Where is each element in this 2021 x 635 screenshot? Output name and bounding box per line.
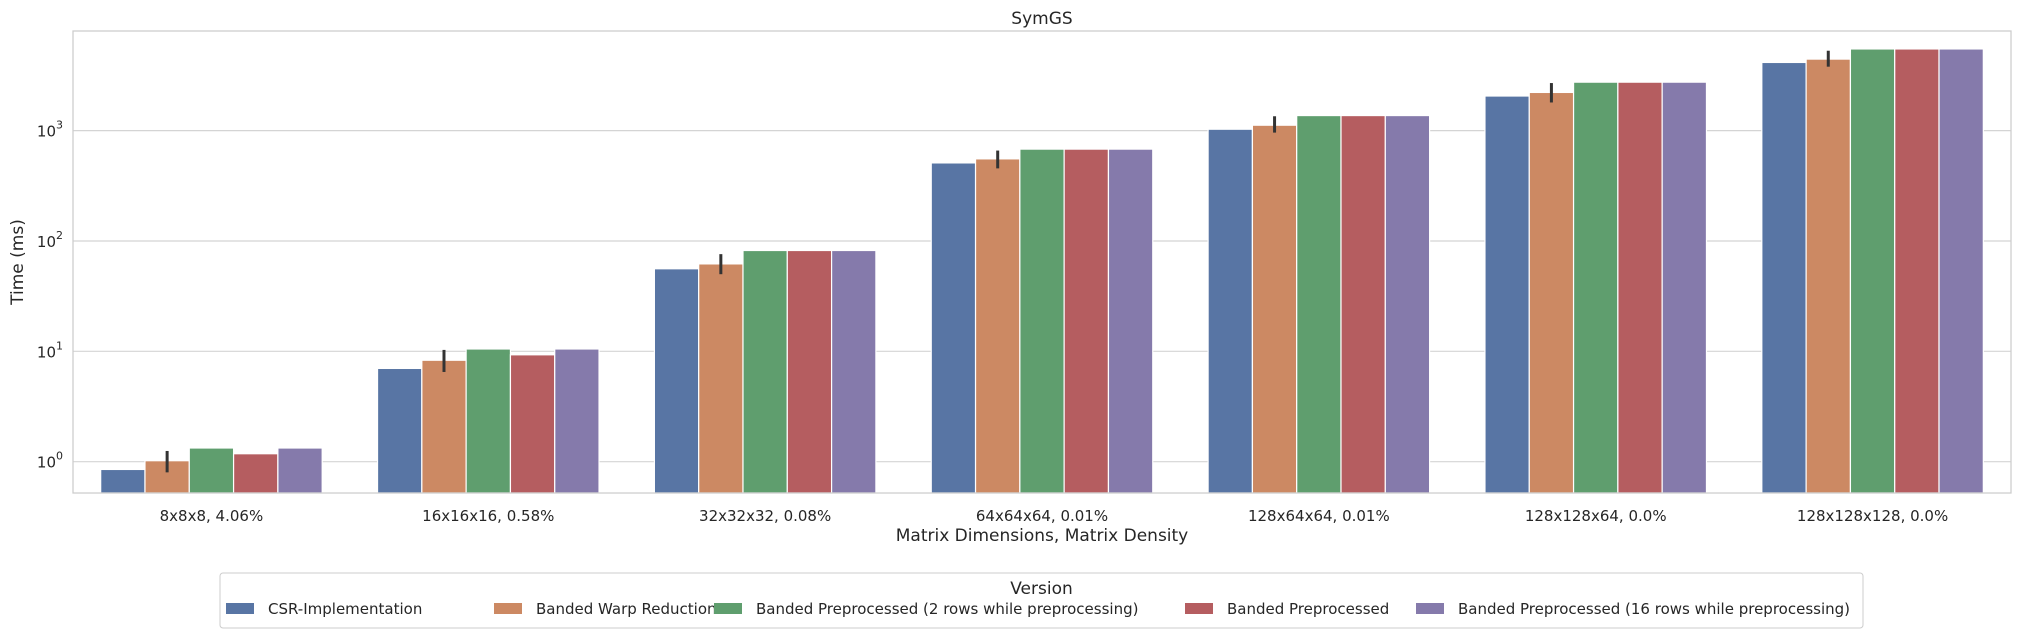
bar: [188, 447, 235, 494]
bar: [1938, 48, 1984, 494]
bar: [1617, 81, 1663, 494]
x-axis-title: Matrix Dimensions, Matrix Density: [896, 526, 1189, 546]
y-tick-base: 10: [37, 123, 56, 141]
bar: [1063, 148, 1110, 494]
y-tick-base: 10: [37, 233, 56, 251]
x-tick-label: 128x128x128, 0.0%: [1797, 507, 1948, 525]
legend: Version CSR-Implementation Banded Warp Re…: [219, 572, 1864, 629]
x-tick-label: 64x64x64, 0.01%: [976, 507, 1108, 525]
legend-swatch: [1416, 603, 1444, 614]
error-bar-group: [165, 50, 1830, 473]
bar: [465, 348, 512, 494]
y-tick-base: 10: [37, 454, 56, 472]
bar: [509, 354, 556, 494]
legend-label: Banded Preprocessed (16 rows while prepr…: [1458, 600, 1850, 618]
legend-swatch: [714, 603, 742, 614]
legend-swatch: [226, 603, 254, 614]
bar: [1484, 95, 1530, 494]
bar: [830, 249, 877, 494]
bar: [421, 359, 467, 494]
x-tick-label: 128x64x64, 0.01%: [1248, 507, 1390, 525]
legend-swatch: [1185, 603, 1213, 614]
bar: [554, 348, 600, 494]
bar: [1019, 148, 1065, 494]
bar: [930, 162, 977, 494]
bar: [698, 263, 744, 494]
bar: [653, 268, 700, 494]
legend-label: Banded Preprocessed: [1227, 600, 1389, 618]
y-tick-exponent: 1: [56, 339, 63, 352]
bar: [742, 249, 788, 494]
bar: [974, 158, 1021, 494]
x-tick-label: 16x16x16, 0.58%: [422, 507, 554, 525]
x-tick-label: 128x128x64, 0.0%: [1525, 507, 1667, 525]
legend-label: CSR-Implementation: [268, 600, 422, 618]
bar: [1340, 114, 1386, 494]
bar: [1528, 91, 1575, 494]
bar: [1661, 81, 1708, 494]
bar: [1761, 61, 1807, 494]
bar: [376, 367, 423, 494]
x-tick-label: 8x8x8, 4.06%: [160, 507, 264, 525]
bar: [100, 468, 146, 494]
bar: [1251, 124, 1298, 494]
y-tick-exponent: 0: [56, 450, 63, 463]
legend-items: CSR-Implementation Banded Warp Reduction B…: [226, 600, 1850, 618]
legend-label: Banded Preprocessed (2 rows while prepro…: [756, 600, 1138, 618]
bar: [1805, 58, 1852, 494]
bar: [232, 453, 279, 494]
bar: [1894, 48, 1940, 494]
y-axis-title: Time (ms): [8, 219, 28, 306]
y-tick-label: 101: [37, 339, 63, 361]
bar: [1572, 81, 1619, 494]
y-tick-label: 102: [37, 229, 63, 251]
legend-swatch: [494, 603, 522, 614]
legend-title: Version: [1010, 579, 1073, 599]
bar: [1296, 114, 1342, 494]
chart-title: SymGS: [1011, 9, 1072, 29]
x-tick-label: 32x32x32, 0.08%: [699, 507, 831, 525]
bar: [786, 249, 833, 494]
y-tick-label: 100: [37, 450, 63, 472]
legend-label: Banded Warp Reduction: [536, 600, 717, 618]
legend-box: [219, 572, 1864, 629]
plot-frame: [72, 30, 2012, 494]
bar: [1107, 148, 1154, 494]
y-tick-label: 103: [37, 119, 63, 141]
bar: [277, 447, 323, 494]
bar: [1384, 114, 1431, 494]
bar: [1849, 48, 1896, 494]
y-tick-base: 10: [37, 343, 56, 361]
y-tick-exponent: 3: [56, 119, 63, 132]
y-tick-exponent: 2: [56, 229, 63, 242]
bar-group: [100, 48, 1984, 494]
bar: [1207, 128, 1254, 494]
x-axis-ticks: 8x8x8, 4.06% 16x16x16, 0.58% 32x32x32, 0.0…: [160, 507, 1949, 525]
